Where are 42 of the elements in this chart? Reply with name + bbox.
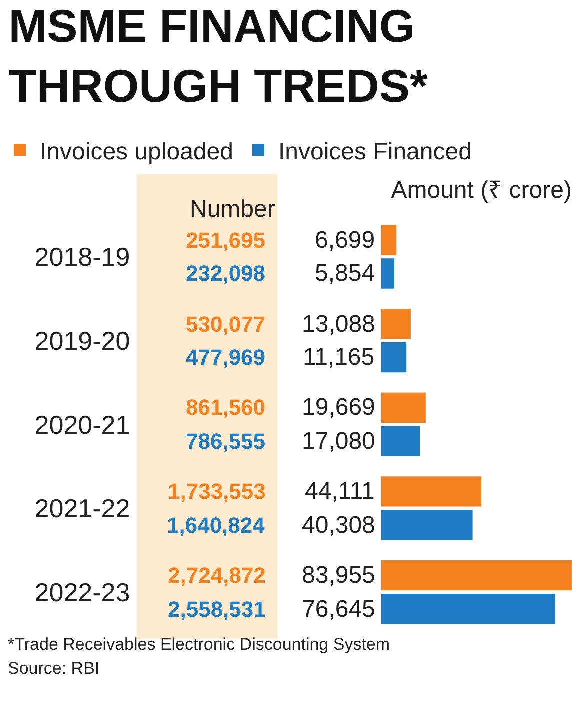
legend-label: Invoices Financed (278, 138, 472, 166)
y-tick-label: 2020-21 (34, 410, 130, 440)
legend-label: Invoices uploaded (40, 138, 234, 166)
text: 861,560 (186, 395, 266, 420)
text: 530,077 (186, 312, 266, 337)
bar (381, 560, 572, 591)
text: 251,695 (186, 228, 266, 253)
chart-title: MSME FINANCING THROUGH TREDS* (8, 0, 428, 112)
data-label: 44,111 (305, 478, 375, 505)
data-label: 17,080 (302, 428, 376, 455)
text: Number (190, 196, 276, 223)
data-label: 13,088 (302, 311, 376, 338)
bar (381, 594, 556, 624)
bar (381, 225, 396, 256)
text: 477,969 (186, 345, 266, 370)
text: *Trade Receivables Electronic Discounting System (8, 635, 390, 654)
data-label: 5,854 (315, 260, 376, 287)
bar (381, 476, 482, 507)
bar (381, 308, 411, 340)
data-label: 40,308 (302, 512, 376, 539)
bar (381, 426, 420, 457)
text: 2,724,872 (168, 563, 266, 588)
bar (381, 342, 407, 373)
y-tick-label: 2022-23 (34, 577, 130, 608)
data-label: 19,669 (302, 394, 376, 421)
y-tick-label: 2018-19 (34, 242, 130, 272)
bar (381, 258, 395, 289)
text: 1,733,553 (168, 479, 266, 504)
text: 1,640,824 (167, 513, 266, 538)
data-label: 6,699 (315, 227, 376, 254)
y-tick-label: 2019-20 (34, 326, 130, 356)
text: 786,555 (186, 429, 266, 454)
data-label: 11,165 (303, 344, 375, 371)
x-axis-title: Amount (₹ crore) (391, 177, 572, 204)
bar (381, 392, 426, 423)
text: 232,098 (186, 261, 266, 286)
text: 2,558,531 (168, 597, 266, 622)
data-label: 76,645 (302, 596, 376, 623)
source-note: Source: RBI (8, 659, 100, 678)
y-tick-label: 2021-22 (34, 494, 130, 524)
bar (381, 510, 473, 540)
data-label: 83,955 (302, 562, 376, 589)
